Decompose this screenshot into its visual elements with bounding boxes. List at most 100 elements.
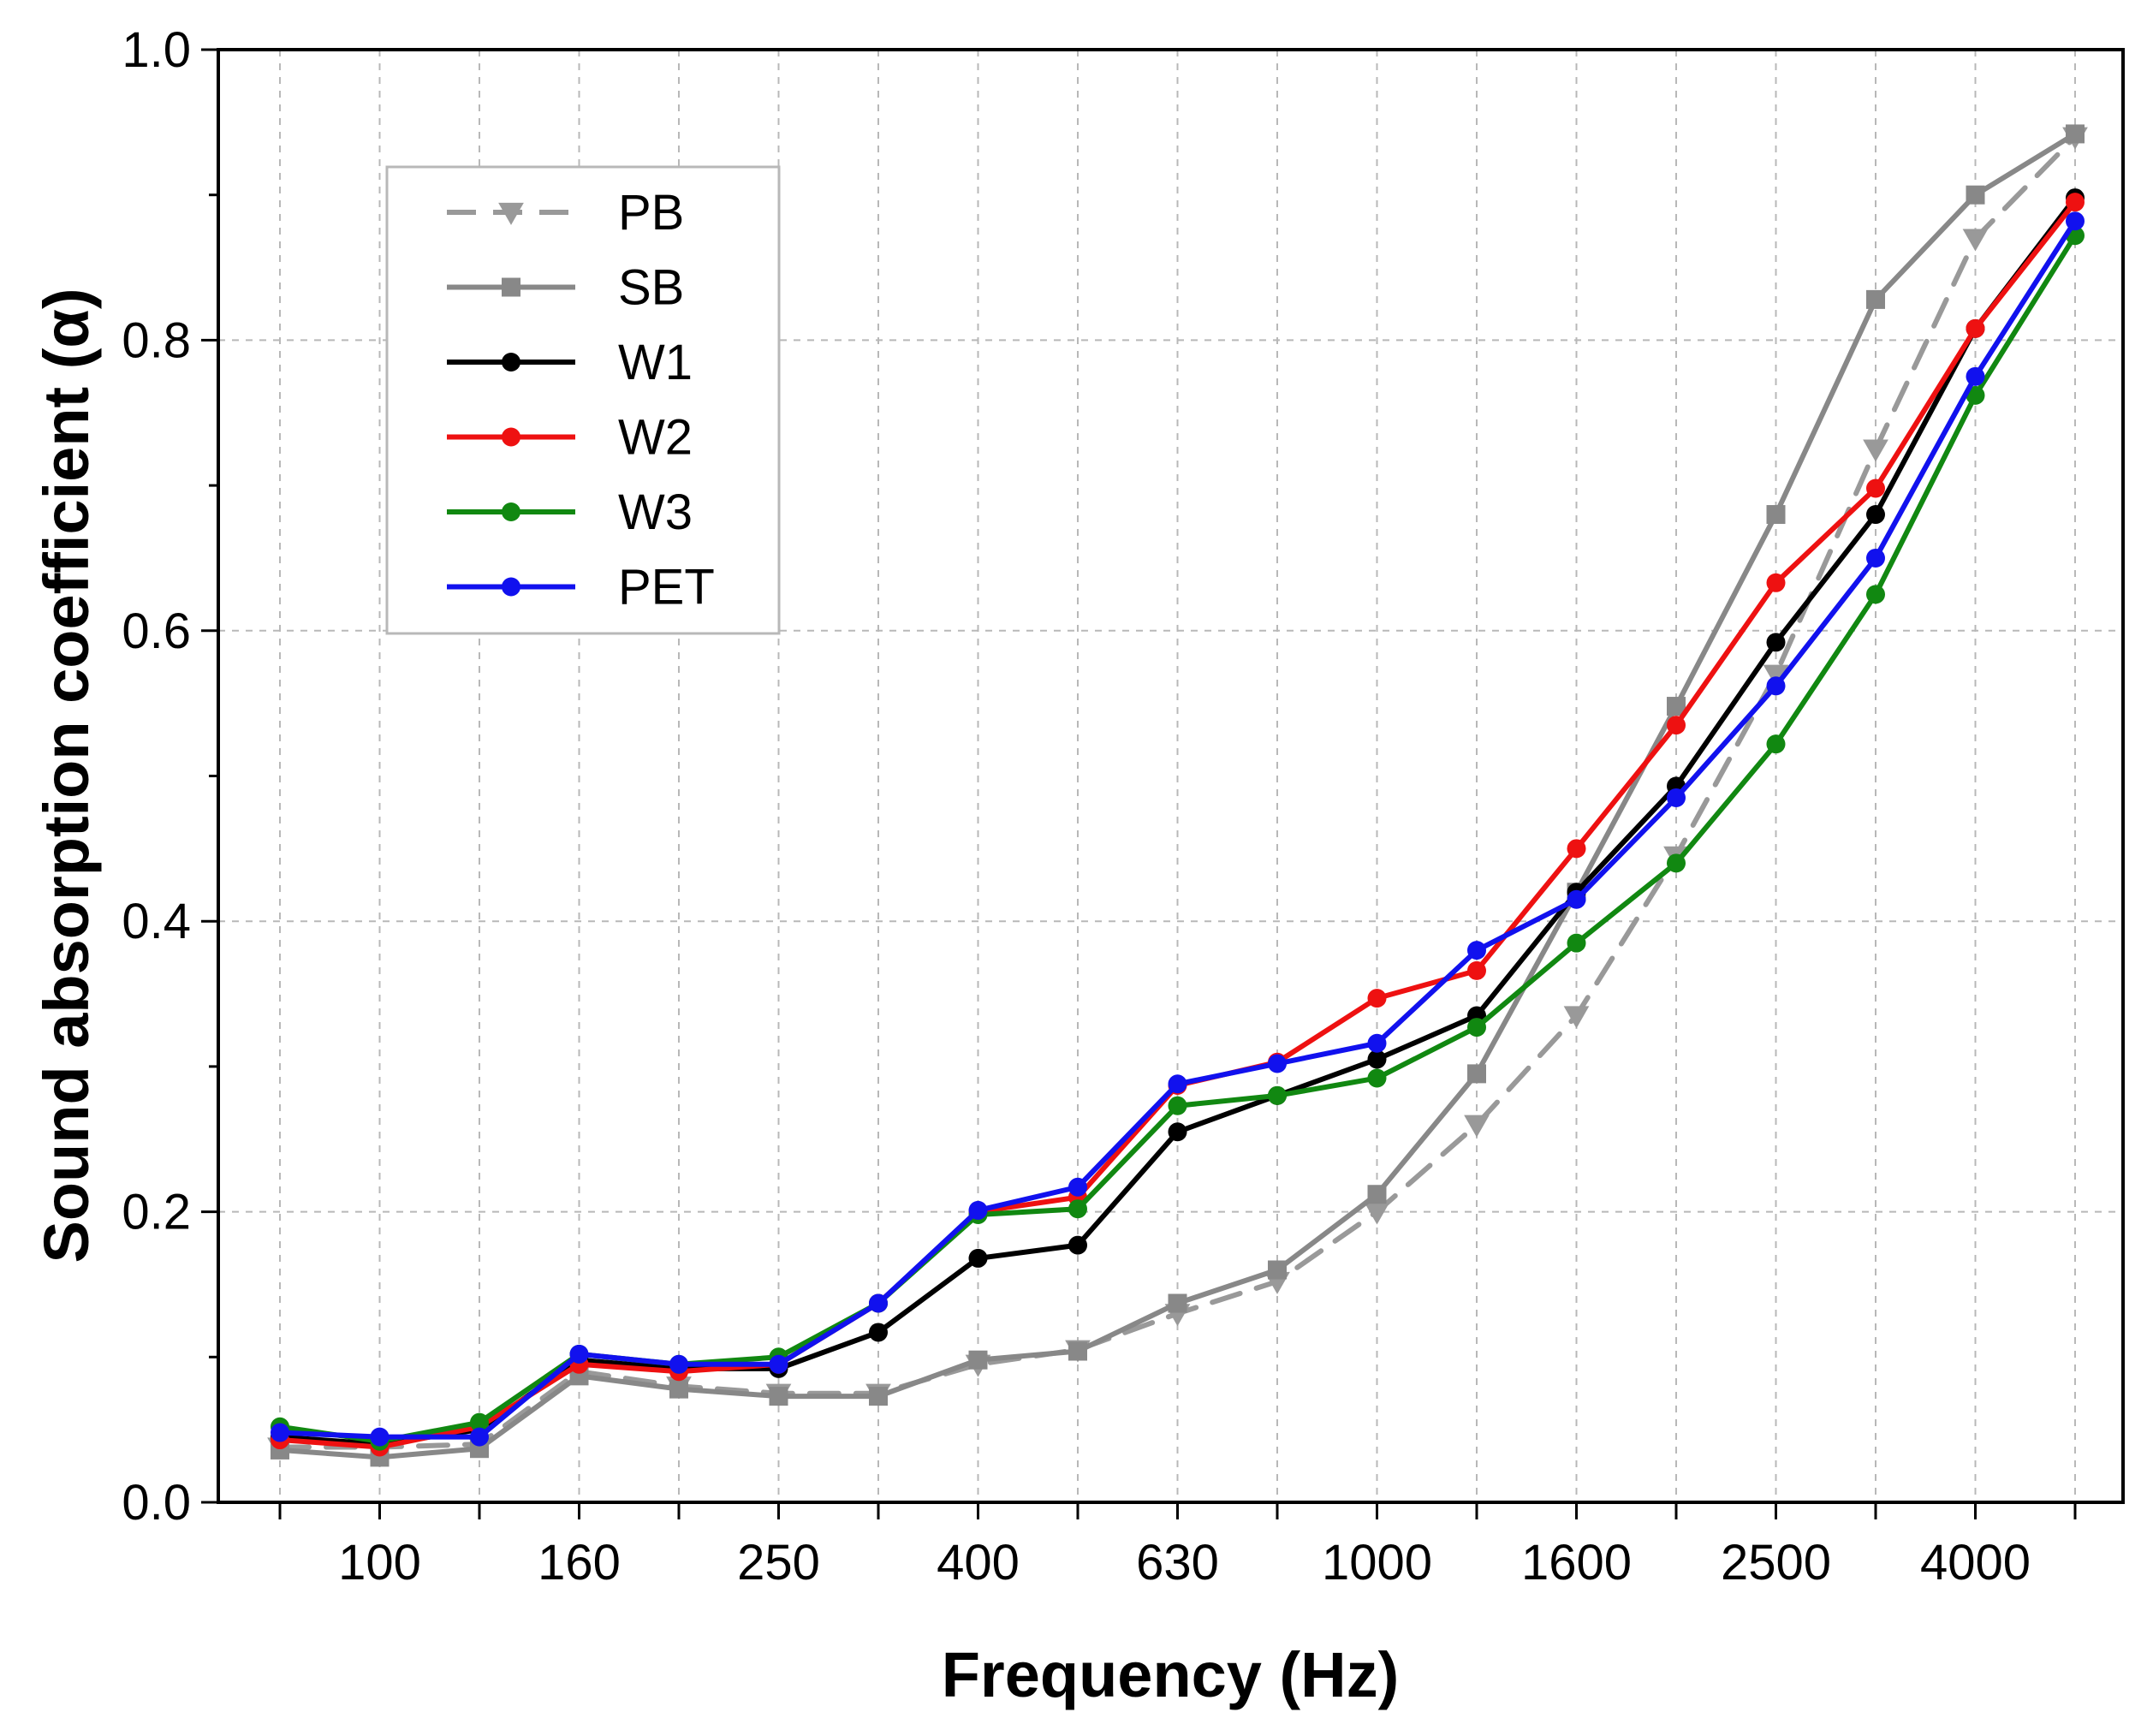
x-tick-label: 400: [937, 1535, 1020, 1590]
data-point: [1866, 505, 1885, 525]
legend-item-w1: W1: [447, 335, 693, 390]
data-point: [1966, 318, 1985, 338]
legend-item-w3: W3: [447, 485, 693, 540]
data-point: [1766, 505, 1786, 525]
data-point: [1367, 1049, 1387, 1069]
data-point: [502, 353, 520, 372]
legend-item-pb: PB: [447, 185, 684, 241]
data-point: [1168, 1122, 1187, 1142]
data-point: [1563, 1006, 1590, 1029]
x-tick-label: 100: [338, 1535, 421, 1590]
x-tick-label: 160: [538, 1535, 621, 1590]
legend-label: W2: [618, 410, 693, 466]
data-point: [1467, 960, 1486, 980]
data-point: [1464, 1115, 1490, 1138]
legend-label: SB: [618, 260, 684, 316]
data-point: [502, 427, 520, 447]
data-point: [968, 1200, 988, 1220]
legend-box: [385, 165, 781, 635]
data-point: [1667, 853, 1686, 873]
legend-label: PET: [618, 560, 715, 615]
legend-item-w2: W2: [447, 410, 693, 466]
data-point: [669, 1354, 688, 1374]
data-point: [1268, 1085, 1287, 1105]
legend-item-pet: PET: [447, 560, 715, 615]
data-point: [1667, 716, 1686, 735]
data-point: [1866, 289, 1885, 309]
y-tick-label: 0.6: [122, 603, 191, 659]
data-point: [769, 1387, 788, 1406]
series-pet: [271, 211, 2085, 1447]
data-point: [271, 1423, 289, 1442]
data-point: [1367, 1068, 1387, 1088]
data-point: [1766, 676, 1786, 696]
data-point: [1962, 229, 1989, 252]
legend-label: PB: [618, 185, 684, 241]
data-point: [1763, 664, 1789, 687]
data-point: [1966, 185, 1985, 205]
legend-label: W3: [618, 485, 693, 540]
data-point: [502, 277, 520, 297]
data-point: [869, 1387, 888, 1406]
data-point: [1168, 1074, 1187, 1094]
data-point: [1966, 366, 1985, 386]
data-point: [1966, 385, 1985, 405]
y-tick-label: 0.8: [122, 312, 191, 368]
data-point: [1068, 1235, 1087, 1255]
data-point: [1567, 933, 1586, 953]
y-tick-label: 0.2: [122, 1185, 191, 1240]
data-point: [1567, 889, 1586, 909]
data-point: [1467, 1064, 1486, 1084]
y-tick-label: 0.4: [122, 894, 191, 949]
legend: PB SB W1 W2 W3 PET: [385, 165, 781, 635]
data-point: [502, 502, 520, 521]
data-point: [968, 1248, 988, 1268]
x-tick-label: 630: [1136, 1535, 1219, 1590]
x-tick-label: 1000: [1322, 1535, 1432, 1590]
x-tick-label: 1600: [1521, 1535, 1632, 1590]
data-point: [869, 1323, 888, 1342]
data-point: [1364, 1202, 1390, 1225]
data-point: [1667, 697, 1686, 716]
data-point: [1667, 788, 1686, 807]
y-axis-title: Sound absorption coefficient (α): [31, 288, 102, 1263]
data-point: [1268, 1260, 1287, 1280]
data-point: [968, 1350, 988, 1370]
data-point: [498, 202, 524, 225]
data-point: [470, 1412, 489, 1432]
legend-label: W1: [618, 335, 693, 390]
series-layer: [267, 124, 2088, 1467]
x-tick-label: 4000: [1920, 1535, 2031, 1590]
data-point: [502, 577, 520, 597]
data-point: [869, 1293, 888, 1313]
data-point: [1567, 839, 1586, 859]
data-point: [1467, 941, 1486, 960]
data-point: [1766, 734, 1786, 754]
axis-ticks: 100 160 250 400 630 1000 1600 2500 4000 0.0 0.2 0.4…: [122, 22, 2077, 1590]
data-point: [1766, 633, 1786, 652]
data-point: [1367, 1185, 1387, 1204]
legend-item-sb: SB: [447, 260, 684, 316]
x-tick-label: 250: [737, 1535, 820, 1590]
data-point: [669, 1379, 688, 1399]
data-point: [1168, 1096, 1187, 1115]
data-point: [1068, 1341, 1087, 1361]
data-point: [2066, 193, 2085, 212]
y-tick-label: 0.0: [122, 1475, 191, 1531]
data-point: [1866, 548, 1885, 568]
data-point: [2066, 211, 2085, 231]
data-point: [769, 1354, 788, 1374]
data-point: [2066, 124, 2085, 144]
data-point: [1863, 439, 1888, 462]
data-point: [370, 1427, 390, 1447]
x-axis-title: Frequency (Hz): [942, 1639, 1400, 1710]
data-point: [1367, 989, 1387, 1008]
data-point: [1866, 585, 1885, 604]
data-point: [1068, 1199, 1087, 1219]
data-point: [1268, 1054, 1287, 1073]
data-point: [470, 1427, 489, 1447]
y-tick-label: 1.0: [122, 22, 191, 78]
data-point: [1467, 1018, 1486, 1037]
data-point: [1766, 573, 1786, 592]
